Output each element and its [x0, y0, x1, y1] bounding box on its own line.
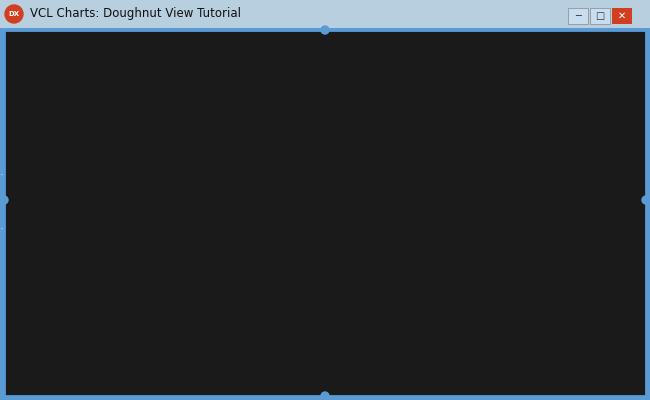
Text: India: 3.28759: India: 3.28759: [0, 221, 34, 230]
FancyBboxPatch shape: [453, 44, 469, 60]
Wedge shape: [186, 46, 237, 129]
Wedge shape: [38, 93, 129, 176]
FancyBboxPatch shape: [0, 0, 650, 28]
FancyBboxPatch shape: [612, 8, 632, 24]
FancyBboxPatch shape: [568, 8, 588, 24]
FancyBboxPatch shape: [471, 159, 495, 177]
Text: □: □: [595, 11, 604, 21]
Text: Russia: Russia: [499, 221, 535, 231]
Text: ✓: ✓: [457, 192, 465, 202]
FancyBboxPatch shape: [453, 218, 469, 234]
Text: ✓: ✓: [457, 222, 465, 230]
Text: Canada: Canada: [499, 105, 541, 115]
FancyBboxPatch shape: [453, 73, 469, 89]
Circle shape: [321, 392, 329, 400]
FancyBboxPatch shape: [453, 189, 469, 205]
Circle shape: [5, 5, 23, 23]
Text: Total:: Total:: [167, 177, 205, 191]
Text: Brazil: Brazil: [499, 76, 530, 86]
FancyBboxPatch shape: [471, 246, 495, 264]
Text: China: China: [499, 134, 531, 144]
Wedge shape: [31, 147, 112, 186]
Text: Others: Others: [499, 192, 536, 202]
Text: ✕: ✕: [618, 11, 626, 21]
Text: Australia: 7.63142: Australia: 7.63142: [130, 46, 220, 56]
FancyBboxPatch shape: [471, 101, 495, 119]
Text: ✓: ✓: [457, 106, 465, 114]
FancyBboxPatch shape: [453, 160, 469, 176]
Wedge shape: [211, 54, 292, 146]
Wedge shape: [73, 56, 157, 148]
Text: India: India: [499, 163, 526, 173]
Text: ✓: ✓: [457, 250, 465, 260]
Text: Brazil: 8.511965: Brazil: 8.511965: [99, 63, 179, 73]
FancyBboxPatch shape: [471, 72, 495, 90]
Text: 146.974655: 146.974655: [144, 217, 228, 231]
Text: ─: ─: [575, 11, 581, 21]
Text: DX: DX: [8, 11, 20, 17]
FancyBboxPatch shape: [590, 8, 610, 24]
Wedge shape: [129, 46, 186, 130]
Text: VCL Charts: Doughnut View Tutorial: VCL Charts: Doughnut View Tutorial: [30, 8, 241, 20]
Text: Australia: Australia: [499, 47, 549, 57]
Text: ✓: ✓: [457, 76, 465, 86]
Circle shape: [0, 196, 8, 204]
Circle shape: [107, 125, 265, 283]
Text: Russia: 17.0752: Russia: 17.0752: [362, 174, 441, 184]
Text: Canada: 9.98467: Canada: 9.98467: [5, 102, 88, 112]
FancyBboxPatch shape: [471, 43, 495, 61]
Text: ✓: ✓: [457, 134, 465, 144]
FancyBboxPatch shape: [471, 130, 495, 148]
Circle shape: [321, 26, 329, 34]
Text: ✓: ✓: [457, 48, 465, 56]
Text: China: 9.59696: China: 9.59696: [0, 167, 34, 177]
FancyBboxPatch shape: [471, 188, 495, 206]
Text: ✓: ✓: [457, 164, 465, 172]
Wedge shape: [27, 168, 344, 362]
Text: Others: 81.2: Others: 81.2: [206, 346, 266, 357]
FancyBboxPatch shape: [4, 30, 646, 396]
FancyBboxPatch shape: [471, 217, 495, 235]
Text: USA: USA: [499, 250, 522, 260]
Wedge shape: [239, 87, 343, 196]
FancyBboxPatch shape: [453, 131, 469, 147]
FancyBboxPatch shape: [453, 102, 469, 118]
FancyBboxPatch shape: [453, 247, 469, 263]
Circle shape: [642, 196, 650, 204]
